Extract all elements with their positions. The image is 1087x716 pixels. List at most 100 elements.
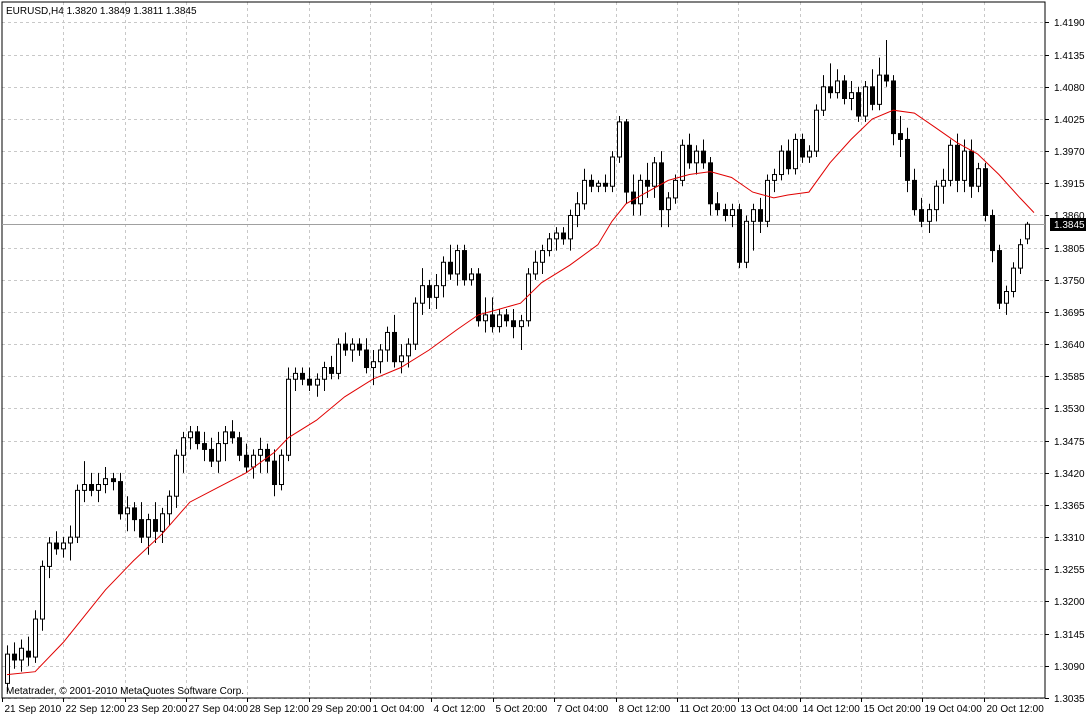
candle-body-bullish — [533, 261, 538, 275]
candle-body-bullish — [652, 162, 657, 187]
candle — [448, 244, 453, 280]
candle-body-bearish — [54, 542, 59, 550]
candle-body-bullish — [927, 209, 932, 222]
candle — [420, 268, 425, 315]
candle — [476, 268, 481, 327]
y-tick-label: 1.3310 — [1054, 533, 1085, 544]
y-tick-label: 1.3475 — [1054, 437, 1085, 448]
candle — [286, 367, 291, 462]
candle-body-bullish — [849, 92, 854, 100]
candle — [898, 116, 903, 157]
candle — [715, 192, 720, 216]
candle — [863, 80, 868, 122]
candle-body-bullish — [322, 367, 327, 380]
candle-body-bearish — [842, 80, 847, 100]
candle-body-bearish — [364, 349, 369, 369]
chart-title: EURUSD,H4 1.3820 1.3849 1.3811 1.3845 — [6, 6, 197, 17]
candle-body-bearish — [737, 209, 742, 263]
candle-body-bullish — [279, 454, 284, 486]
candle-body-bearish — [603, 182, 608, 187]
moving-average-line — [6, 109, 1035, 676]
candle — [1025, 221, 1030, 245]
candles — [5, 40, 1030, 693]
candle-body-bearish — [905, 138, 910, 181]
candle-body-bullish — [547, 238, 552, 252]
x-tick-label: 8 Oct 12:00 — [619, 704, 671, 715]
candle-body-bullish — [962, 150, 967, 181]
candle — [350, 338, 355, 362]
candle-body-bullish — [582, 179, 587, 205]
y-tick-label: 1.3530 — [1054, 404, 1085, 415]
y-tick-label: 1.4190 — [1054, 18, 1085, 29]
candle-body-bearish — [919, 209, 924, 222]
x-tick-label: 28 Sep 12:00 — [250, 704, 310, 715]
x-tick-label: 20 Oct 12:00 — [987, 704, 1045, 715]
candle-body-bullish — [941, 179, 946, 187]
candle-body-bearish — [462, 250, 467, 281]
candle — [202, 431, 207, 462]
candle-body-bullish — [617, 121, 622, 158]
candle-body-bullish — [948, 144, 953, 181]
candle — [329, 355, 334, 380]
y-tick-label: 1.3915 — [1054, 179, 1085, 190]
x-tick-label: 19 Oct 04:00 — [925, 704, 983, 715]
candle-body-bullish — [765, 179, 770, 222]
candle — [744, 215, 749, 269]
candle-body-bullish — [61, 542, 66, 550]
price-tag-box — [1050, 218, 1086, 231]
candle — [596, 180, 601, 193]
candle — [132, 502, 137, 532]
candle — [490, 297, 495, 333]
candle — [814, 104, 819, 157]
candle — [983, 162, 988, 222]
candle — [307, 367, 312, 391]
candle-body-bearish — [26, 650, 31, 658]
candle-body-bullish — [413, 302, 418, 345]
y-tick-label: 1.3365 — [1054, 501, 1085, 512]
candle-body-bullish — [5, 653, 10, 684]
x-tick-label: 21 Sep 2010 — [5, 704, 62, 715]
candle — [378, 344, 383, 374]
y-tick-label: 1.3640 — [1054, 340, 1085, 351]
candle-body-bullish — [125, 507, 130, 515]
candle — [828, 63, 833, 99]
candle — [673, 174, 678, 204]
candle — [751, 203, 756, 251]
candle — [357, 338, 362, 356]
candle — [427, 279, 432, 310]
candle — [737, 203, 742, 269]
candle — [33, 610, 38, 663]
x-tick-label: 22 Sep 12:00 — [66, 704, 126, 715]
candle-body-bullish — [519, 320, 524, 328]
x-tick-label: 7 Oct 04:00 — [557, 704, 609, 715]
candle-body-bearish — [645, 179, 650, 187]
candle — [765, 174, 770, 228]
price-axis: 1.4190 1.4135 1.4080 1.4025 1.3970 1.3915 1.38… — [1045, 18, 1085, 705]
candle-body-bullish — [877, 74, 882, 105]
candle-body-bearish — [209, 448, 214, 462]
candle-body-bearish — [786, 150, 791, 170]
candle-body-bullish — [47, 542, 52, 567]
candle — [511, 309, 516, 339]
candle-body-bullish — [680, 144, 685, 181]
candle — [469, 268, 474, 286]
candle-body-bullish — [350, 343, 355, 351]
candle-body-bearish — [427, 285, 432, 298]
candle-body-bullish — [216, 443, 221, 462]
candle-body-bullish — [976, 168, 981, 187]
candle — [279, 449, 284, 491]
candle — [568, 209, 573, 251]
candle — [948, 139, 953, 187]
candle — [68, 525, 73, 561]
y-tick-label: 1.3860 — [1054, 211, 1085, 222]
candle — [462, 244, 467, 286]
candle — [19, 639, 24, 672]
candle — [582, 168, 587, 210]
candle — [315, 373, 320, 397]
candle — [483, 297, 488, 333]
candle-body-bullish — [40, 565, 45, 620]
candle — [772, 168, 777, 193]
candle-body-bullish — [251, 454, 256, 468]
